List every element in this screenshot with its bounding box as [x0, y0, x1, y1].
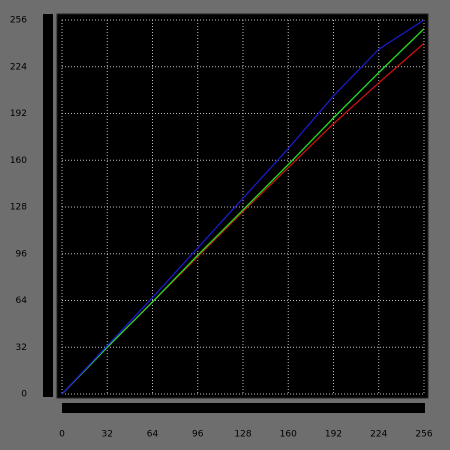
- y-tick-label: 0: [21, 390, 27, 400]
- y-color-bar: [43, 14, 53, 397]
- y-tick-label: 256: [10, 16, 27, 26]
- y-tick-label: 192: [10, 109, 27, 119]
- y-tick-label: 32: [16, 343, 27, 353]
- x-tick-label: 224: [370, 430, 387, 440]
- series-line: [61, 19, 425, 395]
- x-tick-label: 96: [192, 430, 204, 440]
- x-tick-label: 128: [234, 430, 251, 440]
- x-tick-label: 64: [147, 430, 159, 440]
- y-tick-label: 128: [10, 203, 27, 213]
- x-tick-label: 160: [280, 430, 297, 440]
- y-tick-label: 224: [10, 62, 27, 72]
- x-tick-label: 32: [102, 430, 113, 440]
- y-tick-label: 160: [10, 156, 27, 166]
- x-color-bar: [62, 403, 425, 413]
- x-tick-label: 256: [415, 430, 432, 440]
- y-tick-label: 64: [16, 296, 28, 306]
- y-tick-label: 96: [16, 249, 28, 259]
- series-line: [61, 28, 425, 395]
- x-tick-label: 0: [59, 430, 65, 440]
- x-tick-label: 192: [325, 430, 342, 440]
